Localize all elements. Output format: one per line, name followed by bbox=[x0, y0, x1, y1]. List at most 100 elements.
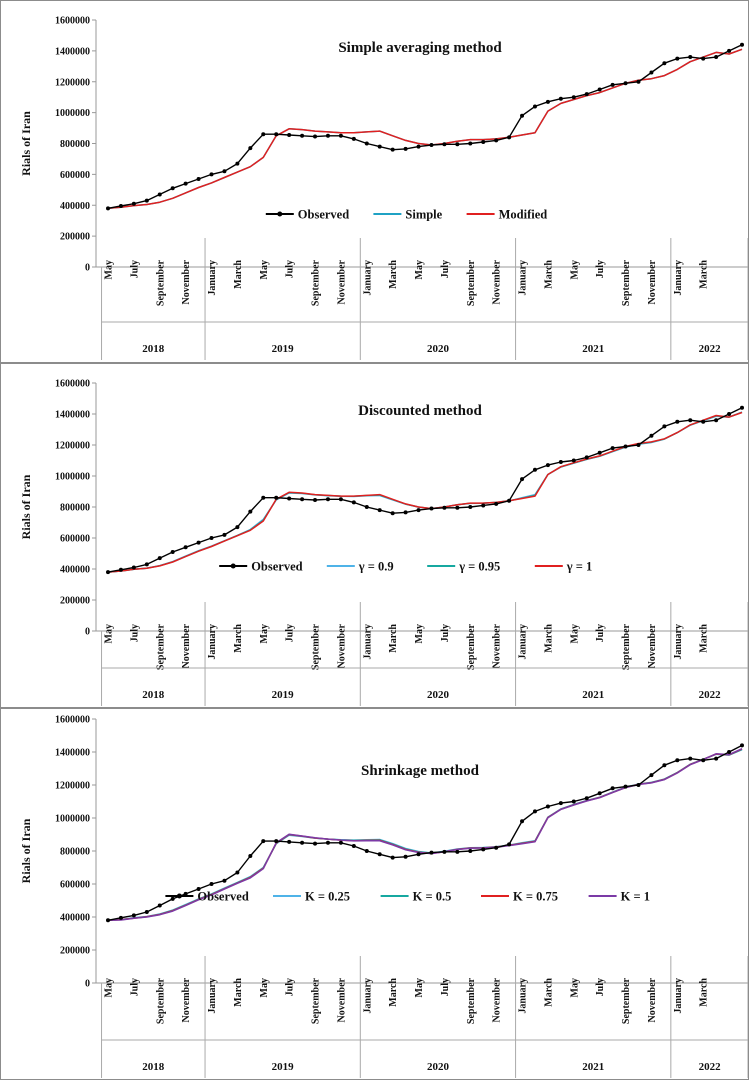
x-year-label: 2019 bbox=[272, 689, 295, 701]
x-month-label: September bbox=[466, 259, 477, 306]
y-tick-label: 800000 bbox=[60, 139, 90, 150]
observed-point bbox=[338, 840, 343, 845]
x-month-label: January bbox=[207, 978, 218, 1014]
x-month-label: November bbox=[181, 259, 192, 304]
y-tick-label: 200000 bbox=[60, 596, 90, 607]
legend-label: K = 0.5 bbox=[413, 890, 452, 904]
legend-label: Modified bbox=[499, 208, 548, 222]
observed-point bbox=[545, 804, 550, 809]
observed-point bbox=[209, 536, 214, 540]
observed-point bbox=[507, 135, 512, 140]
observed-point bbox=[287, 839, 292, 844]
observed-point bbox=[261, 495, 266, 500]
x-month-label: May bbox=[414, 624, 425, 643]
x-month-label: September bbox=[621, 977, 632, 1024]
observed-point bbox=[584, 455, 589, 460]
y-tick-label: 400000 bbox=[60, 565, 90, 576]
x-year-label: 2022 bbox=[699, 689, 722, 701]
legend-label: Observed bbox=[251, 560, 302, 574]
y-tick-label: 600000 bbox=[60, 534, 90, 545]
observed-point bbox=[325, 133, 330, 138]
observed-point bbox=[248, 146, 253, 151]
observed-point bbox=[351, 136, 356, 141]
observed-point bbox=[274, 495, 279, 500]
observed-point bbox=[740, 743, 744, 748]
observed-point bbox=[520, 113, 525, 118]
observed-point bbox=[248, 853, 253, 858]
observed-point bbox=[507, 498, 512, 503]
observed-point bbox=[106, 206, 110, 211]
x-month-label: July bbox=[595, 624, 606, 642]
x-month-label: March bbox=[543, 624, 554, 653]
observed-point bbox=[675, 56, 680, 61]
x-year-label: 2018 bbox=[142, 343, 165, 355]
x-month-label: November bbox=[492, 259, 503, 304]
x-month-label: March bbox=[543, 978, 554, 1007]
x-month-label: May bbox=[569, 624, 580, 643]
x-month-label: November bbox=[181, 977, 192, 1022]
y-axis-label: Rials of Iran bbox=[19, 818, 33, 883]
x-month-label: September bbox=[311, 977, 322, 1024]
y-tick-label: 1600000 bbox=[55, 16, 90, 27]
observed-point bbox=[455, 505, 460, 510]
x-year-label: 2022 bbox=[699, 343, 722, 355]
observed-point bbox=[494, 845, 499, 850]
x-month-label: November bbox=[647, 977, 658, 1022]
observed-point bbox=[106, 570, 110, 575]
observed-point bbox=[287, 496, 292, 501]
x-month-label: January bbox=[362, 978, 373, 1014]
x-year-label: 2018 bbox=[142, 689, 165, 701]
observed-point bbox=[597, 791, 602, 796]
chart-panel-2: 0 200000 400000 600000 800000 1000000 1200000 1… bbox=[19, 379, 749, 706]
observed-point bbox=[740, 405, 744, 410]
x-month-label: July bbox=[129, 624, 140, 642]
legend-label: K = 0.75 bbox=[513, 890, 558, 904]
observed-point bbox=[455, 849, 460, 854]
observed-point bbox=[248, 509, 253, 514]
observed-point bbox=[701, 758, 706, 763]
observed-point bbox=[235, 525, 240, 530]
observed-point bbox=[727, 750, 732, 754]
observed-point bbox=[144, 562, 149, 567]
observed-point bbox=[222, 532, 227, 537]
x-month-label: January bbox=[518, 260, 529, 296]
y-tick-label: 1400000 bbox=[55, 46, 90, 57]
x-month-label: September bbox=[155, 259, 166, 306]
observed-point bbox=[429, 506, 434, 511]
observed-point bbox=[610, 786, 615, 791]
observed-point bbox=[170, 896, 175, 901]
observed-point bbox=[584, 92, 589, 97]
observed-point bbox=[481, 503, 486, 508]
observed-point bbox=[481, 847, 486, 852]
x-month-label: November bbox=[336, 623, 347, 668]
observed-point bbox=[727, 48, 732, 53]
series-line-1 bbox=[107, 744, 743, 921]
observed-point bbox=[727, 412, 732, 416]
observed-point bbox=[520, 819, 525, 824]
y-axis-label: Rials of Iran bbox=[19, 111, 33, 176]
x-month-label: January bbox=[362, 260, 373, 296]
x-year-label: 2021 bbox=[582, 689, 604, 701]
y-tick-label: 0 bbox=[85, 627, 90, 638]
observed-point bbox=[183, 545, 188, 550]
observed-point bbox=[403, 146, 408, 151]
observed-point bbox=[701, 419, 706, 424]
x-month-label: May bbox=[414, 260, 425, 279]
x-month-label: March bbox=[699, 978, 710, 1007]
y-tick-label: 1400000 bbox=[55, 748, 90, 759]
observed-point bbox=[688, 418, 693, 423]
y-tick-label: 1000000 bbox=[55, 108, 90, 119]
x-month-label: March bbox=[233, 624, 244, 653]
x-month-label: January bbox=[518, 978, 529, 1014]
y-tick-label: 1600000 bbox=[55, 379, 90, 390]
observed-point bbox=[597, 450, 602, 455]
y-tick-label: 800000 bbox=[60, 847, 90, 858]
y-tick-label: 0 bbox=[85, 263, 90, 274]
observed-point bbox=[416, 508, 421, 513]
observed-point bbox=[274, 132, 279, 137]
observed-point bbox=[442, 505, 447, 510]
observed-point bbox=[261, 839, 266, 844]
x-year-label: 2021 bbox=[582, 1061, 604, 1073]
x-month-label: January bbox=[207, 624, 218, 660]
